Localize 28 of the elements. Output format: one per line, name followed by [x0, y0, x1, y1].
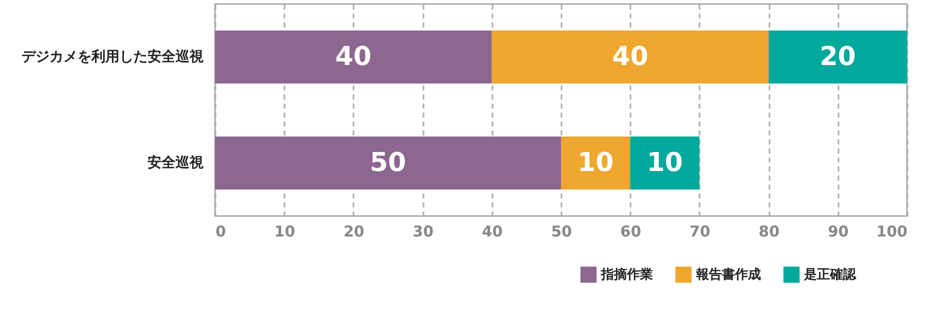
legend-label: 報告書作成: [695, 266, 761, 283]
data-label: 10: [578, 148, 614, 178]
data-label: 20: [820, 42, 856, 72]
bar: [215, 30, 492, 84]
y-tick-label: デジカメを利用した安全巡視: [22, 48, 204, 65]
bar: [630, 136, 700, 190]
x-tick-label: 40: [482, 222, 503, 240]
x-tick-label: 50: [551, 222, 572, 240]
x-tick-label: 20: [343, 222, 364, 240]
bar: [768, 30, 907, 84]
data-label: 40: [335, 42, 372, 72]
x-tick-label: 90: [828, 222, 849, 240]
x-tick-label: 100: [876, 222, 908, 240]
x-tick-label: 10: [274, 222, 296, 240]
legend-label: 指摘作業: [600, 266, 653, 283]
bar: [561, 136, 630, 190]
x-tick-label: 80: [758, 222, 780, 240]
legend-label: 是正確認: [803, 266, 857, 283]
x-tick-label: 30: [412, 222, 434, 240]
y-tick-label: 安全巡視: [148, 154, 204, 171]
data-label: 10: [646, 148, 683, 178]
data-label: 40: [612, 42, 648, 72]
bar: [215, 136, 561, 190]
x-tick-label: 60: [620, 222, 642, 240]
x-tick-label: 70: [689, 222, 710, 240]
bar: [492, 30, 769, 84]
x-tick-label: 0: [216, 222, 226, 240]
data-label: 50: [370, 148, 406, 178]
